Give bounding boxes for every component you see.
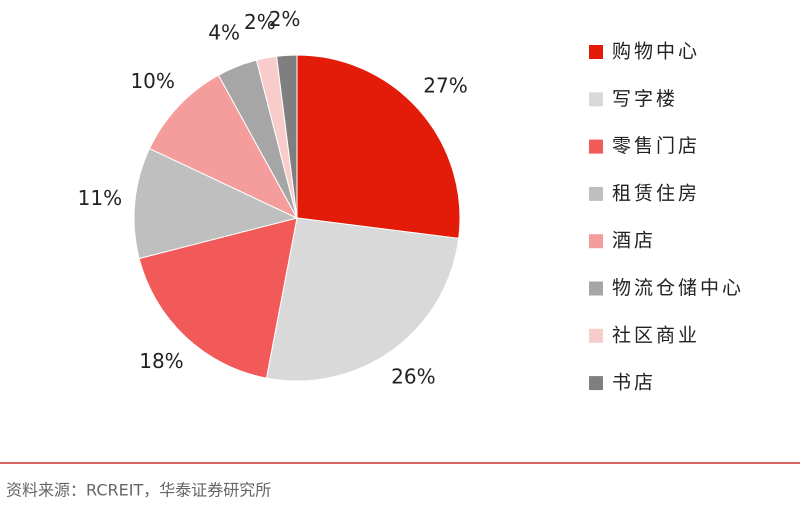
data-label: 2%	[269, 7, 301, 31]
legend-label: 购物中心	[612, 41, 700, 63]
legend-label: 租赁住房	[612, 182, 700, 204]
legend-swatch	[589, 92, 603, 107]
legend-label: 写字楼	[612, 88, 678, 110]
pie-slice	[138, 217, 298, 379]
data-label: 2%	[244, 10, 276, 34]
legend-label: 酒店	[612, 230, 656, 252]
legend-swatch	[589, 234, 603, 249]
pie-slice	[276, 54, 298, 219]
data-label: 4%	[208, 20, 240, 44]
data-label: 26%	[391, 365, 435, 389]
data-label: 18%	[139, 349, 183, 373]
pie-slice	[265, 217, 460, 382]
data-label: 10%	[130, 69, 174, 93]
pie-slice	[296, 54, 461, 239]
legend-swatch	[589, 281, 603, 296]
legend-swatch	[589, 376, 603, 391]
pie-slice	[148, 74, 299, 220]
legend-label: 零售门店	[612, 135, 700, 157]
data-label: 27%	[423, 74, 467, 98]
legend-label: 书店	[612, 372, 656, 394]
data-label: 11%	[78, 186, 122, 210]
pie-slice	[133, 147, 299, 260]
legend-label: 物流仓储中心	[612, 277, 744, 299]
legend-swatch	[589, 186, 603, 201]
source-note: 资料来源：RCREIT，华泰证券研究所	[6, 481, 271, 500]
legend-swatch	[589, 45, 603, 59]
legend-swatch	[589, 139, 603, 154]
legend-swatch	[589, 328, 603, 343]
legend-label: 社区商业	[612, 324, 700, 346]
